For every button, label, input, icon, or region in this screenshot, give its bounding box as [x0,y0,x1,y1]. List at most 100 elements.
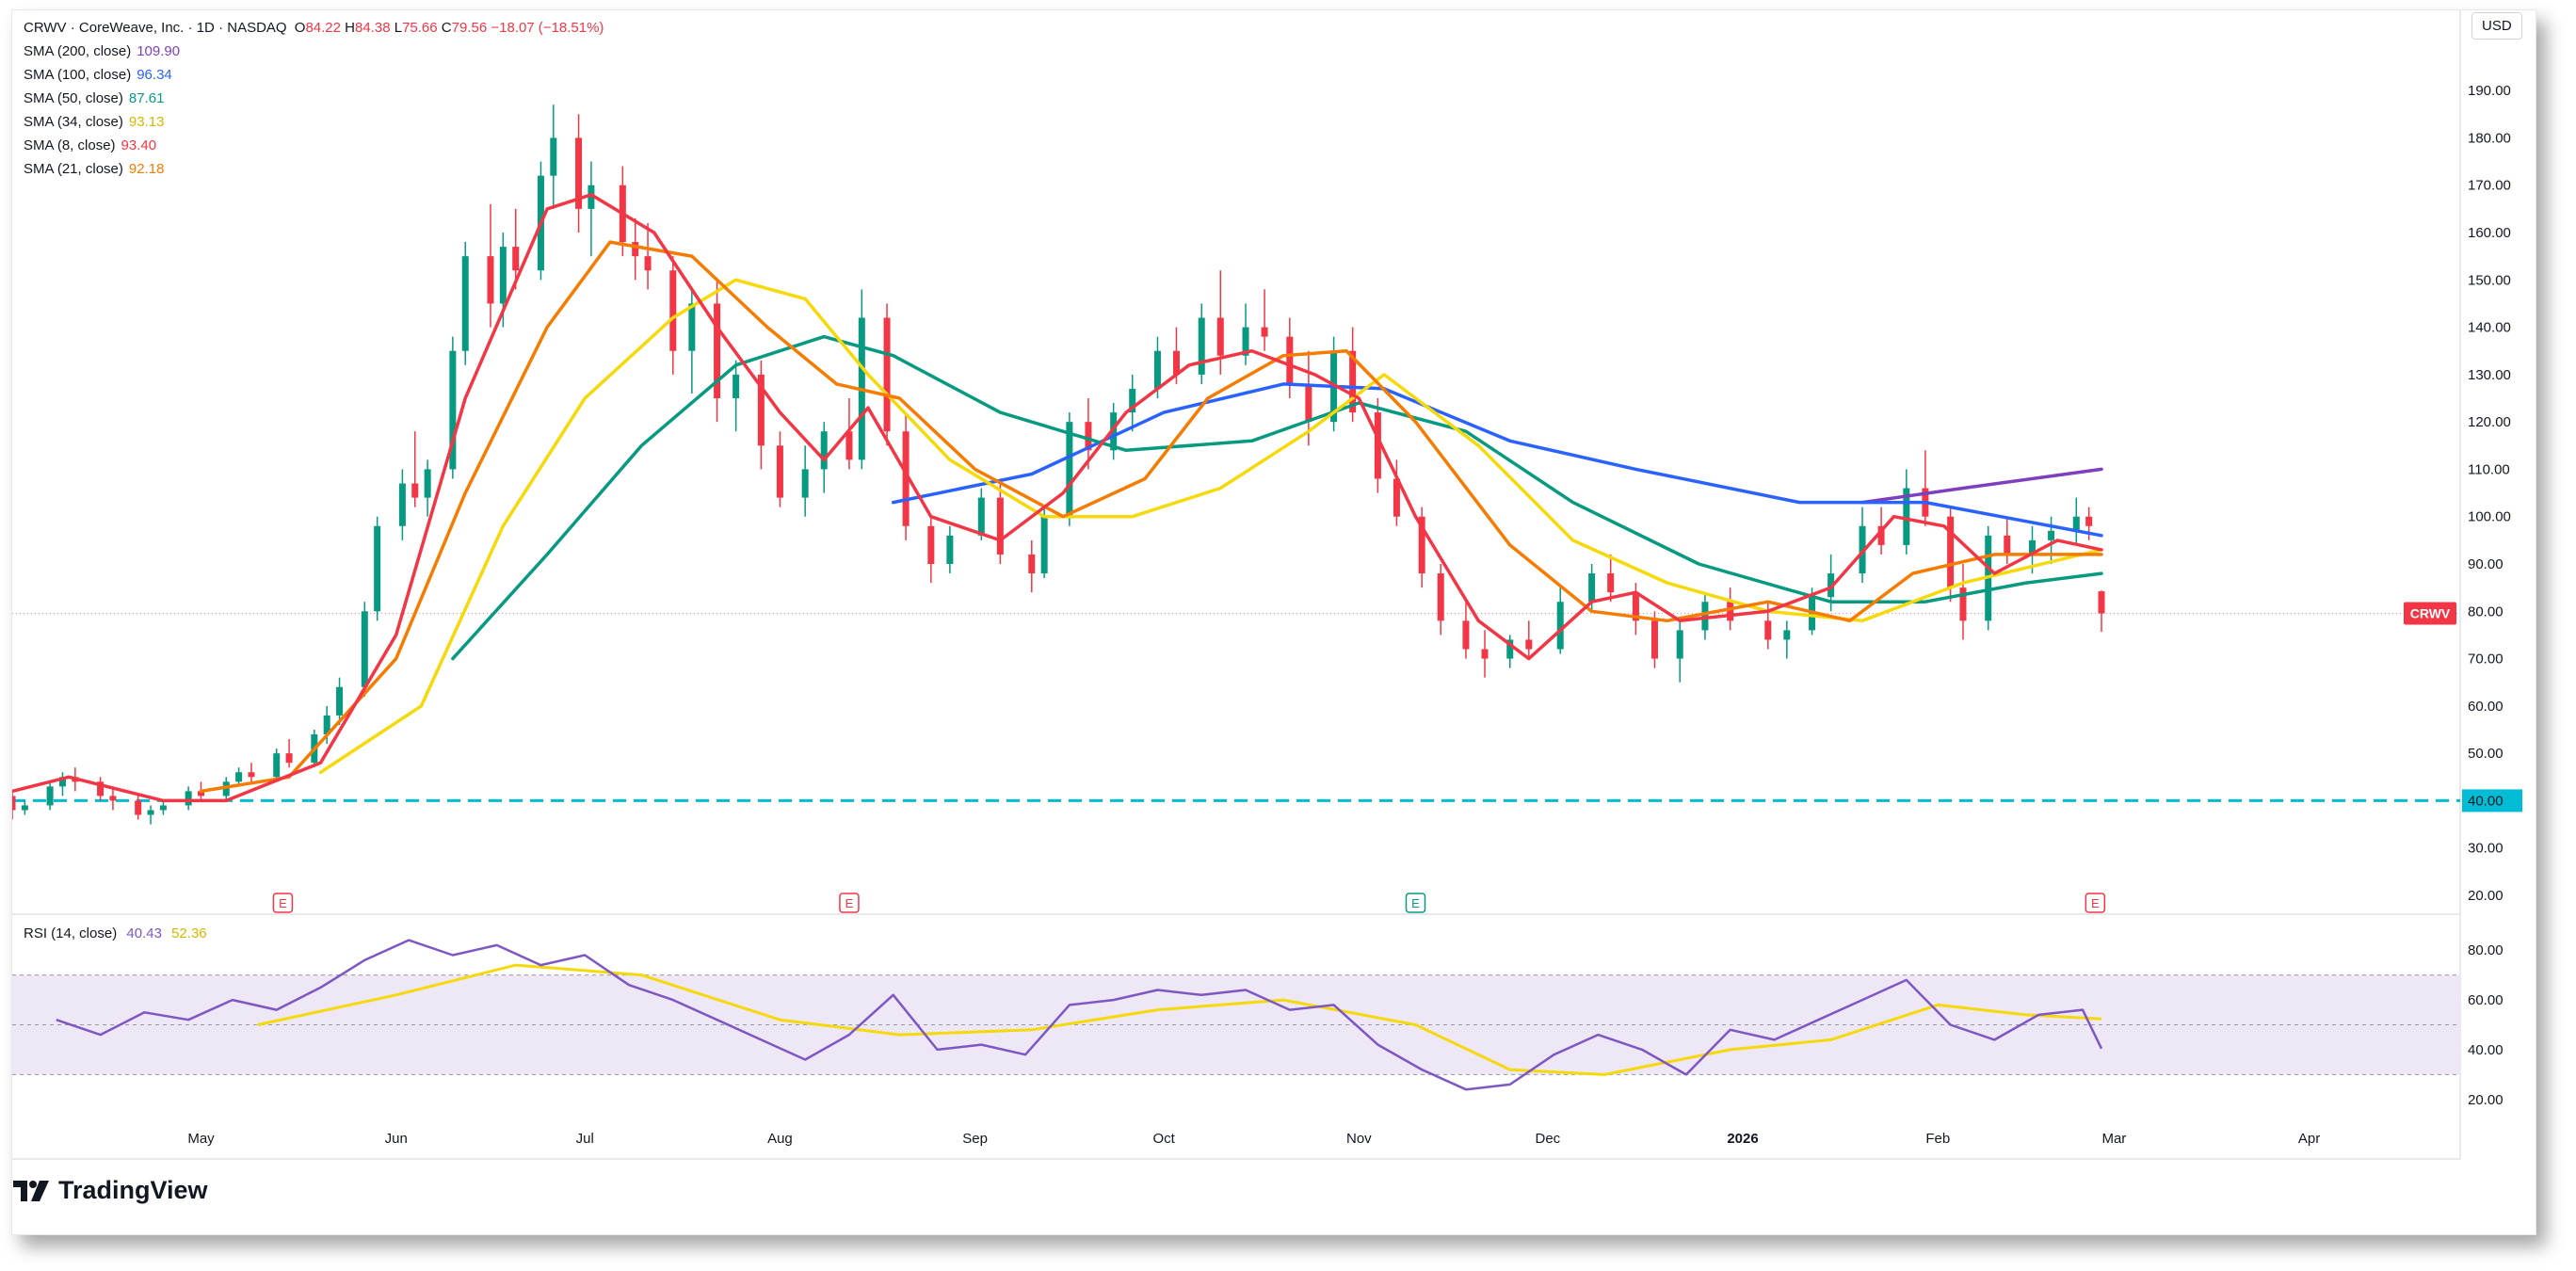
candle-body [1242,327,1249,356]
interval[interactable]: 1D [196,20,215,36]
candle-body [1085,422,1092,451]
candle-body [323,715,330,735]
indicator-sma50[interactable]: SMA (50, close) 87.61 [24,90,165,106]
candle-body [820,431,828,470]
candle-body [1286,336,1294,384]
candle-body [97,781,105,796]
candle [361,602,368,697]
candle-body [2004,535,2011,555]
candle [1922,450,1929,526]
price-tick-label: 30.00 [2468,841,2504,857]
candle [2085,507,2093,540]
candle-body [411,483,419,498]
candle-body [2085,516,2093,526]
candle-body [1650,620,1658,659]
candle [147,805,154,825]
sma34-line [318,278,2103,775]
candle-body [21,805,28,811]
candle [714,280,721,423]
time-axis-label: Mar [2101,1131,2126,1147]
candle [411,431,419,507]
candle [1701,592,1709,640]
candle [1129,374,1136,432]
candle-body [1506,639,1514,659]
earnings-marker-label: E [2091,896,2100,910]
candle [135,796,142,820]
candle [550,105,557,209]
candle-body [946,535,954,564]
earnings-marker-label: E [279,896,287,910]
candle-body [135,800,142,815]
rsi-line [56,939,2103,1091]
last-price-tag-label: CRWV [2410,605,2451,620]
last-price-tag-box [2404,602,2456,625]
candle-body [1783,630,1791,640]
candle-body [2072,516,2080,531]
candle-body [977,497,985,536]
earnings-marker-box [2085,893,2106,913]
sma8-line [12,193,2103,803]
candle-body [927,525,935,564]
price-tick-label: 110.00 [2468,461,2510,477]
candle [185,786,192,811]
candle [1437,564,1444,636]
tradingview-logo-icon [13,1180,49,1201]
tradingview-logo[interactable]: TradingView [13,1176,208,1205]
ohlc-values: O84.22 H84.38 L75.66 C79.56 −18.07 (−18.… [294,20,604,36]
candle-body [499,247,507,304]
price-tick-label: 180.00 [2468,130,2511,146]
indicator-sma8[interactable]: SMA (8, close) 93.40 [24,137,157,153]
candle [2098,590,2105,633]
earnings-marker-box [839,893,860,913]
candle [2048,516,2055,564]
candle [97,777,105,801]
chart-legend: CRWV · CoreWeave, Inc. · 1D · NASDAQ O84… [24,16,604,181]
candle-body [1349,350,1357,413]
candle-body [1525,639,1533,650]
indicator-sma100[interactable]: SMA (100, close) 96.34 [24,67,172,83]
rsi-legend[interactable]: RSI (14, close) 40.43 52.36 [24,925,207,941]
indicator-sma200[interactable]: SMA (200, close) 109.90 [24,43,181,59]
candle-body [374,525,381,612]
candle-body [588,185,595,209]
candle-body [883,317,891,432]
candle [46,781,54,811]
indicator-sma21[interactable]: SMA (21, close) 92.18 [24,161,165,177]
candle-body [12,796,16,811]
last-price-tag: CRWV [2404,602,2456,625]
candle-body [461,256,469,351]
time-axis-label: Sep [962,1131,988,1147]
candle-body [1607,573,1615,593]
chart-card: 190.00 180.00 170.00 160.00 150.00 140.00 130.… [11,9,2536,1235]
candle [336,677,344,725]
candle-body [1028,554,1036,574]
indicator-sma34[interactable]: SMA (34, close) 93.13 [24,114,165,130]
rsi-ma-line [257,963,2102,1076]
candle-body [1947,516,1955,588]
support-price-tag: 40.00 [2462,789,2522,812]
time-axis-label: Jul [576,1131,594,1147]
chart-canvas[interactable]: 190.00 180.00 170.00 160.00 150.00 140.00 130.… [12,10,2536,1234]
candle [273,748,281,782]
candle [1959,564,1967,640]
candle [1085,398,1092,470]
candle-body [336,686,344,716]
time-axis-label: May [187,1131,215,1147]
currency-button[interactable]: USD [2471,12,2522,40]
symbol[interactable]: CRWV [24,20,67,36]
candle-body [1481,649,1489,659]
candle-body [1959,587,1967,621]
candle [1028,539,1036,593]
earnings-marker-label: E [1411,896,1420,910]
candle [449,336,457,479]
candle-body [845,431,853,460]
candle [159,800,167,815]
symbol-header: CRWV · CoreWeave, Inc. · 1D · NASDAQ O84… [24,20,604,36]
candle-body [1903,488,1910,545]
price-tick-label: 90.00 [2468,556,2504,572]
candle-body [1727,602,1734,621]
price-tick-label: 150.00 [2468,272,2511,288]
candle-body [1437,573,1444,621]
candle [58,772,66,796]
sma200-value: 109.90 [137,43,181,59]
